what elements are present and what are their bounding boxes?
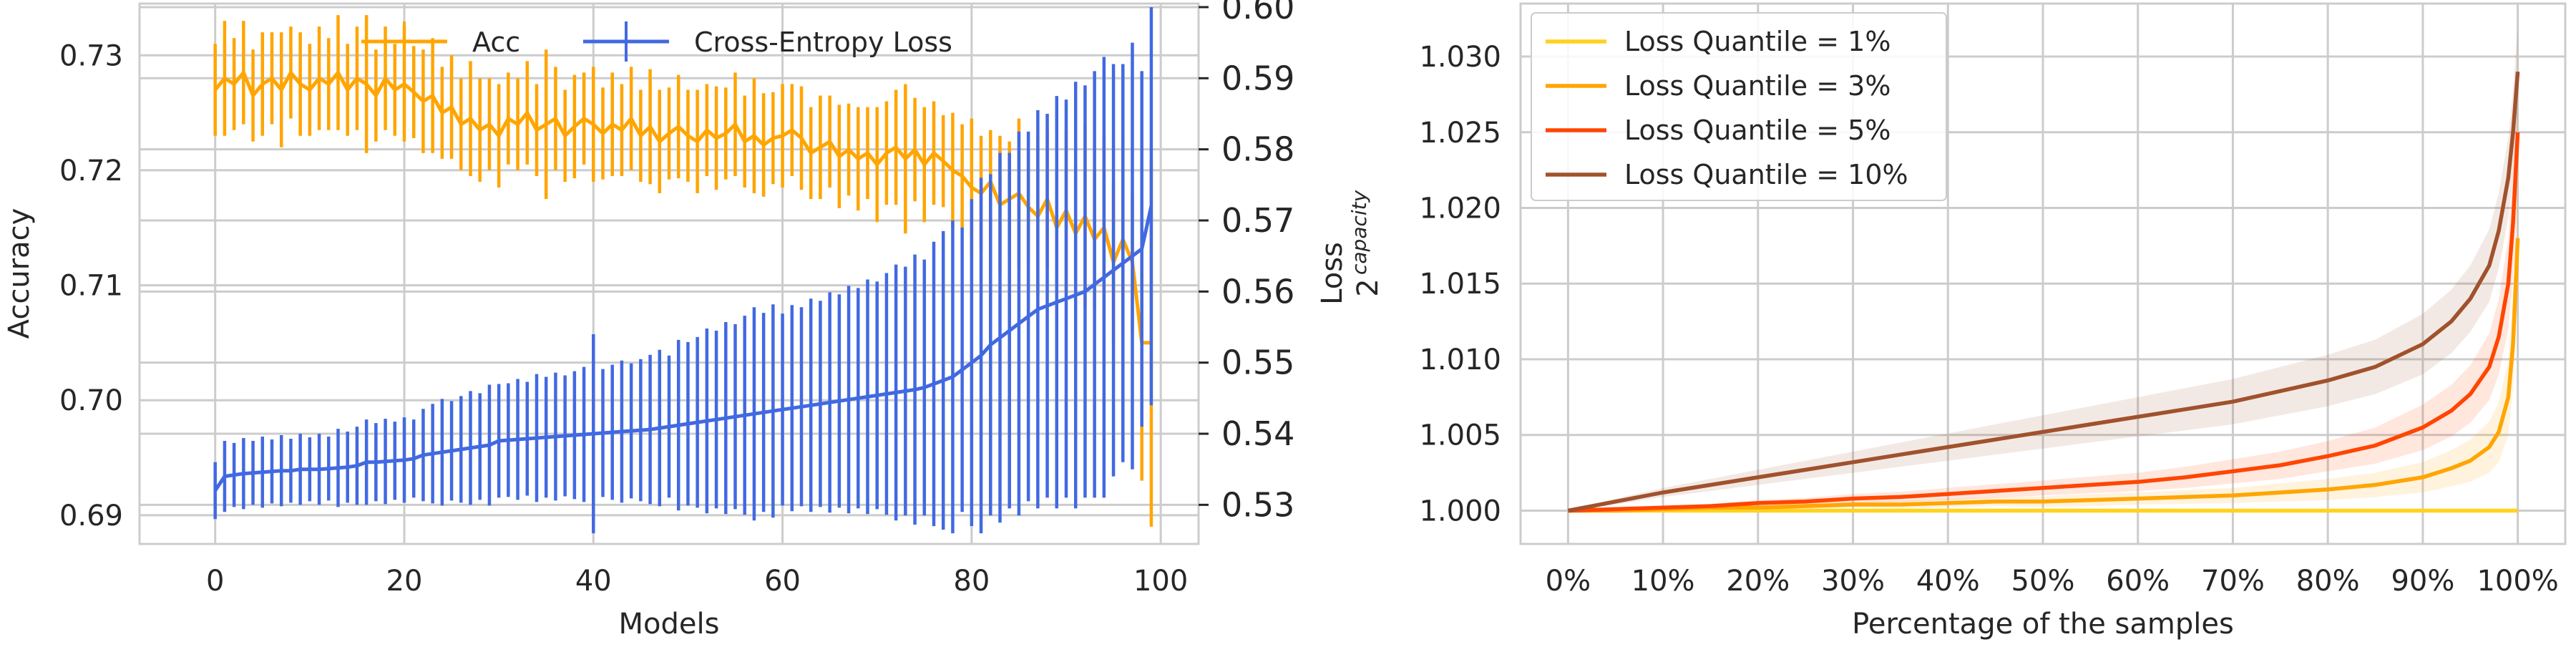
x-tick-label: 20 — [386, 565, 423, 598]
x-tick-label: 30% — [1821, 565, 1885, 598]
y-tick-label: 0.69 — [59, 500, 123, 532]
x-tick-label: 60 — [764, 565, 801, 598]
right-x-ticks: 0% 10% 20% 30% 40% 50% 60% 70% 80% 90% 100% — [1546, 565, 2559, 598]
y-tick-label: 1.000 — [1419, 495, 1501, 527]
legend-loss-label: Cross-Entropy Loss — [694, 26, 952, 58]
y-tick-label: 1.020 — [1419, 193, 1501, 225]
left-chart-frame — [138, 2, 1200, 545]
series-line-quantile — [1568, 132, 2520, 513]
y-tick-label: 0.72 — [59, 155, 123, 188]
left-y2-ticks: 0.53 0.54 0.55 0.56 0.57 0.58 0.59 0.60 — [1199, 0, 1294, 524]
series-line-quantile — [1567, 71, 2520, 513]
left-legend: Acc Cross-Entropy Loss — [361, 21, 952, 62]
series-line-cross-entropy-loss — [213, 205, 1153, 492]
x-tick-label: 0 — [206, 565, 224, 598]
left-chart: 0 20 40 60 80 100 0.690.700.710.720.73 0.530.… — [3, 0, 1349, 641]
x-tick-label: 60% — [2106, 565, 2170, 598]
right-legend: Loss Quantile = 1% Loss Quantile = 3% Loss… — [1531, 12, 1947, 201]
right-chart-frame — [1519, 2, 2567, 545]
x-tick-label: 100 — [1133, 565, 1188, 598]
y-tick-label: 0.71 — [59, 270, 123, 303]
legend-label: Loss Quantile = 1% — [1624, 26, 1890, 57]
y-tick-label: 1.010 — [1419, 344, 1501, 376]
legend-items: Loss Quantile = 1% Loss Quantile = 3% Loss… — [1546, 26, 1908, 190]
y-tick-label: 1.015 — [1419, 268, 1501, 301]
x-tick-label: 80 — [953, 565, 990, 598]
x-tick-label: 90% — [2391, 565, 2454, 598]
x-tick-label: 0% — [1546, 565, 1591, 598]
x-tick-label: 80% — [2296, 565, 2360, 598]
y2-tick-label: 0.56 — [1221, 272, 1294, 311]
y-axis-label-capacity: 2 capacity — [1347, 190, 1385, 296]
y-axis-label-accuracy: Accuracy — [3, 208, 36, 339]
quantile-lines — [1567, 71, 2520, 513]
x-tick-label: 40% — [1916, 565, 1980, 598]
legend-label: Loss Quantile = 5% — [1624, 115, 1890, 146]
y-tick-label: 1.025 — [1419, 117, 1501, 150]
right-y-ticks: 1.000 1.005 1.010 1.015 1.020 1.025 1.030 — [1419, 41, 1501, 527]
y-tick-label: 0.70 — [59, 384, 123, 417]
y-tick-label: 1.005 — [1419, 419, 1501, 452]
left-x-ticks: 0 20 40 60 80 100 — [206, 565, 1188, 598]
y2-tick-label: 0.55 — [1221, 344, 1294, 382]
right-chart: 0% 10% 20% 30% 40% 50% 60% 70% 80% 90% 100% 1.0001… — [1347, 2, 2567, 641]
x-tick-label: 20% — [1726, 565, 1790, 598]
y-tick-label: 1.030 — [1419, 41, 1501, 74]
x-axis-label-models: Models — [619, 608, 720, 641]
y-axis-label-base: 2 — [1352, 278, 1385, 296]
legend-label: Loss Quantile = 3% — [1624, 70, 1890, 102]
y-tick-label: 0.73 — [59, 39, 123, 72]
left-y-ticks: 0.69 0.70 0.71 0.72 0.73 — [59, 39, 123, 532]
x-tick-label: 40 — [575, 565, 612, 598]
series-line-quantile — [1568, 238, 2520, 513]
y2-tick-label: 0.57 — [1221, 201, 1294, 240]
legend-box — [1531, 12, 1947, 201]
x-tick-label: 10% — [1631, 565, 1695, 598]
y2-tick-label: 0.59 — [1221, 59, 1294, 97]
x-tick-label: 50% — [2011, 565, 2075, 598]
x-axis-label-percentage: Percentage of the samples — [1852, 608, 2234, 641]
y2-tick-label: 0.60 — [1221, 0, 1294, 26]
y-axis-label-superscript: capacity — [1347, 190, 1371, 275]
legend-label: Loss Quantile = 10% — [1624, 159, 1908, 190]
y2-tick-label: 0.53 — [1221, 485, 1294, 524]
x-tick-label: 100% — [2477, 565, 2558, 598]
legend-acc-label: Acc — [472, 26, 520, 58]
y2-tick-label: 0.54 — [1221, 414, 1294, 453]
x-tick-label: 70% — [2201, 565, 2265, 598]
y2-axis-label-loss: Loss — [1316, 242, 1349, 305]
series-line-acc — [213, 69, 1151, 345]
y2-tick-label: 0.58 — [1221, 130, 1294, 169]
